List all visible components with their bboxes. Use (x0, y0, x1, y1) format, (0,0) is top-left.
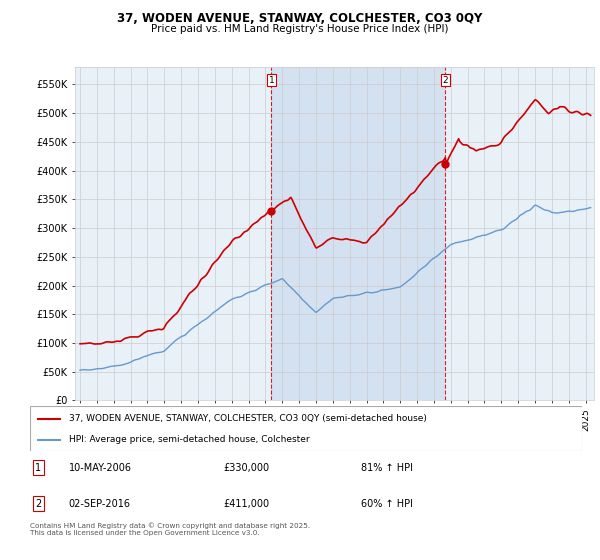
Text: 60% ↑ HPI: 60% ↑ HPI (361, 499, 413, 509)
Text: 02-SEP-2016: 02-SEP-2016 (68, 499, 131, 509)
Text: HPI: Average price, semi-detached house, Colchester: HPI: Average price, semi-detached house,… (68, 435, 309, 444)
Text: 37, WODEN AVENUE, STANWAY, COLCHESTER, CO3 0QY: 37, WODEN AVENUE, STANWAY, COLCHESTER, C… (118, 12, 482, 25)
FancyBboxPatch shape (30, 406, 582, 451)
Text: 81% ↑ HPI: 81% ↑ HPI (361, 463, 413, 473)
Text: 10-MAY-2006: 10-MAY-2006 (68, 463, 131, 473)
Text: £411,000: £411,000 (223, 499, 269, 509)
Text: 37, WODEN AVENUE, STANWAY, COLCHESTER, CO3 0QY (semi-detached house): 37, WODEN AVENUE, STANWAY, COLCHESTER, C… (68, 414, 427, 423)
Bar (271, 67, 445, 400)
Text: Price paid vs. HM Land Registry's House Price Index (HPI): Price paid vs. HM Land Registry's House … (151, 24, 449, 34)
Text: 2: 2 (35, 499, 41, 509)
Text: 2: 2 (442, 76, 448, 85)
Text: 1: 1 (35, 463, 41, 473)
Text: £330,000: £330,000 (223, 463, 269, 473)
Text: Contains HM Land Registry data © Crown copyright and database right 2025.
This d: Contains HM Land Registry data © Crown c… (30, 522, 310, 535)
Text: 1: 1 (269, 76, 274, 85)
